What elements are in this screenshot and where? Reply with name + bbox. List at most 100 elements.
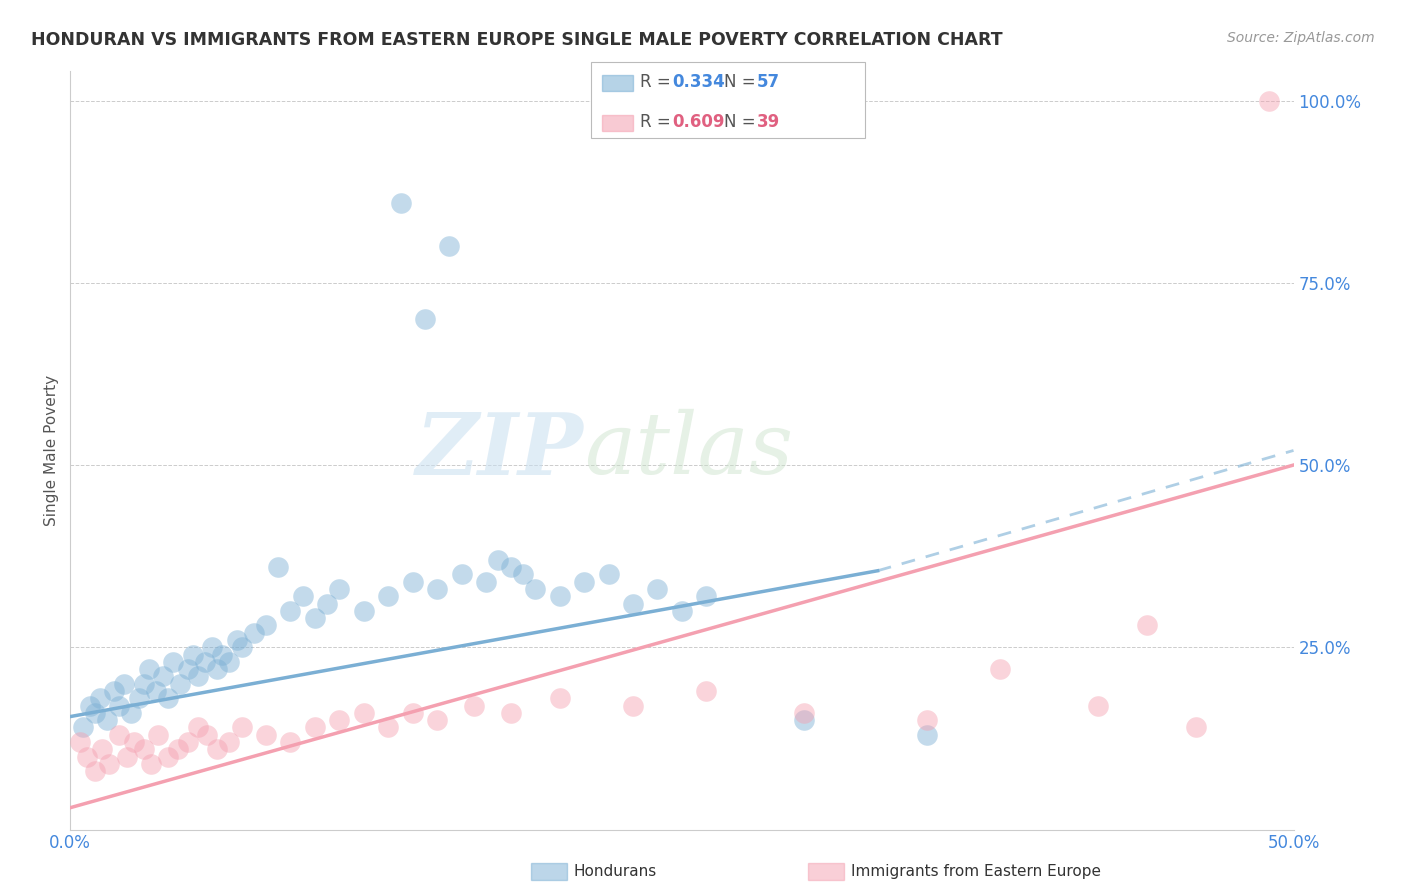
Point <box>243 625 266 640</box>
Point <box>267 560 290 574</box>
Point <box>218 655 240 669</box>
Point <box>122 735 145 749</box>
Point <box>377 589 399 603</box>
Point <box>162 655 184 669</box>
Text: atlas: atlas <box>583 409 793 491</box>
Point <box>463 698 485 713</box>
Point <box>177 735 200 749</box>
Point <box>194 655 217 669</box>
Point <box>91 742 114 756</box>
Point <box>138 662 160 676</box>
Text: HONDURAN VS IMMIGRANTS FROM EASTERN EUROPE SINGLE MALE POVERTY CORRELATION CHART: HONDURAN VS IMMIGRANTS FROM EASTERN EURO… <box>31 31 1002 49</box>
Point <box>328 582 350 596</box>
Point <box>121 706 143 720</box>
Text: Source: ZipAtlas.com: Source: ZipAtlas.com <box>1227 31 1375 45</box>
Point <box>72 721 94 735</box>
Point <box>157 749 180 764</box>
Point <box>1258 94 1281 108</box>
Point <box>231 640 253 655</box>
Point <box>671 604 693 618</box>
Point <box>96 713 118 727</box>
Point <box>793 706 815 720</box>
Point <box>353 604 375 618</box>
Point <box>254 618 277 632</box>
Point <box>988 662 1011 676</box>
Point <box>157 691 180 706</box>
Text: 57: 57 <box>756 73 779 91</box>
Text: R =: R = <box>640 73 676 91</box>
Text: R =: R = <box>640 113 676 131</box>
Text: N =: N = <box>724 113 761 131</box>
Point <box>915 728 938 742</box>
Point <box>475 574 498 589</box>
Point <box>389 195 412 210</box>
Text: ZIP: ZIP <box>416 409 583 492</box>
Point <box>225 633 247 648</box>
Point <box>793 713 815 727</box>
Point <box>108 728 131 742</box>
Point <box>499 706 522 720</box>
Point <box>231 721 253 735</box>
Point <box>115 749 138 764</box>
Point <box>112 677 135 691</box>
Point <box>621 698 644 713</box>
Point <box>647 582 669 596</box>
Point <box>280 604 302 618</box>
Text: Immigrants from Eastern Europe: Immigrants from Eastern Europe <box>851 864 1101 879</box>
Point <box>1087 698 1109 713</box>
Point <box>186 669 208 683</box>
Point <box>304 721 326 735</box>
Point <box>218 735 240 749</box>
Point <box>402 574 425 589</box>
Point <box>548 589 571 603</box>
Point <box>181 648 204 662</box>
Point <box>499 560 522 574</box>
Point <box>915 713 938 727</box>
Point <box>291 589 314 603</box>
Point <box>280 735 302 749</box>
Point <box>621 597 644 611</box>
Point <box>167 742 190 756</box>
Point <box>316 597 339 611</box>
Y-axis label: Single Male Poverty: Single Male Poverty <box>44 375 59 526</box>
Point <box>69 735 91 749</box>
Point <box>524 582 547 596</box>
Point <box>572 574 595 589</box>
Point <box>195 728 218 742</box>
Point <box>103 684 125 698</box>
Point <box>132 742 155 756</box>
Text: N =: N = <box>724 73 761 91</box>
Point <box>211 648 233 662</box>
Point <box>89 691 111 706</box>
Point <box>426 582 449 596</box>
Point <box>328 713 350 727</box>
Point <box>450 567 472 582</box>
Point <box>177 662 200 676</box>
Point <box>139 756 162 771</box>
Point <box>353 706 375 720</box>
Point <box>76 749 98 764</box>
Point <box>377 721 399 735</box>
Point <box>186 721 208 735</box>
Point <box>488 553 510 567</box>
Point <box>98 756 121 771</box>
Text: 39: 39 <box>756 113 780 131</box>
Point <box>148 728 170 742</box>
Point <box>145 684 167 698</box>
Point <box>79 698 101 713</box>
Point <box>201 640 224 655</box>
Point <box>426 713 449 727</box>
Point <box>402 706 425 720</box>
Point <box>205 742 228 756</box>
Point <box>254 728 277 742</box>
Point <box>695 684 717 698</box>
Point <box>695 589 717 603</box>
Point <box>304 611 326 625</box>
Text: 0.609: 0.609 <box>672 113 724 131</box>
Point <box>132 677 155 691</box>
Text: 0.334: 0.334 <box>672 73 725 91</box>
Point <box>152 669 174 683</box>
Text: Hondurans: Hondurans <box>574 864 657 879</box>
Point <box>598 567 620 582</box>
Point <box>205 662 228 676</box>
